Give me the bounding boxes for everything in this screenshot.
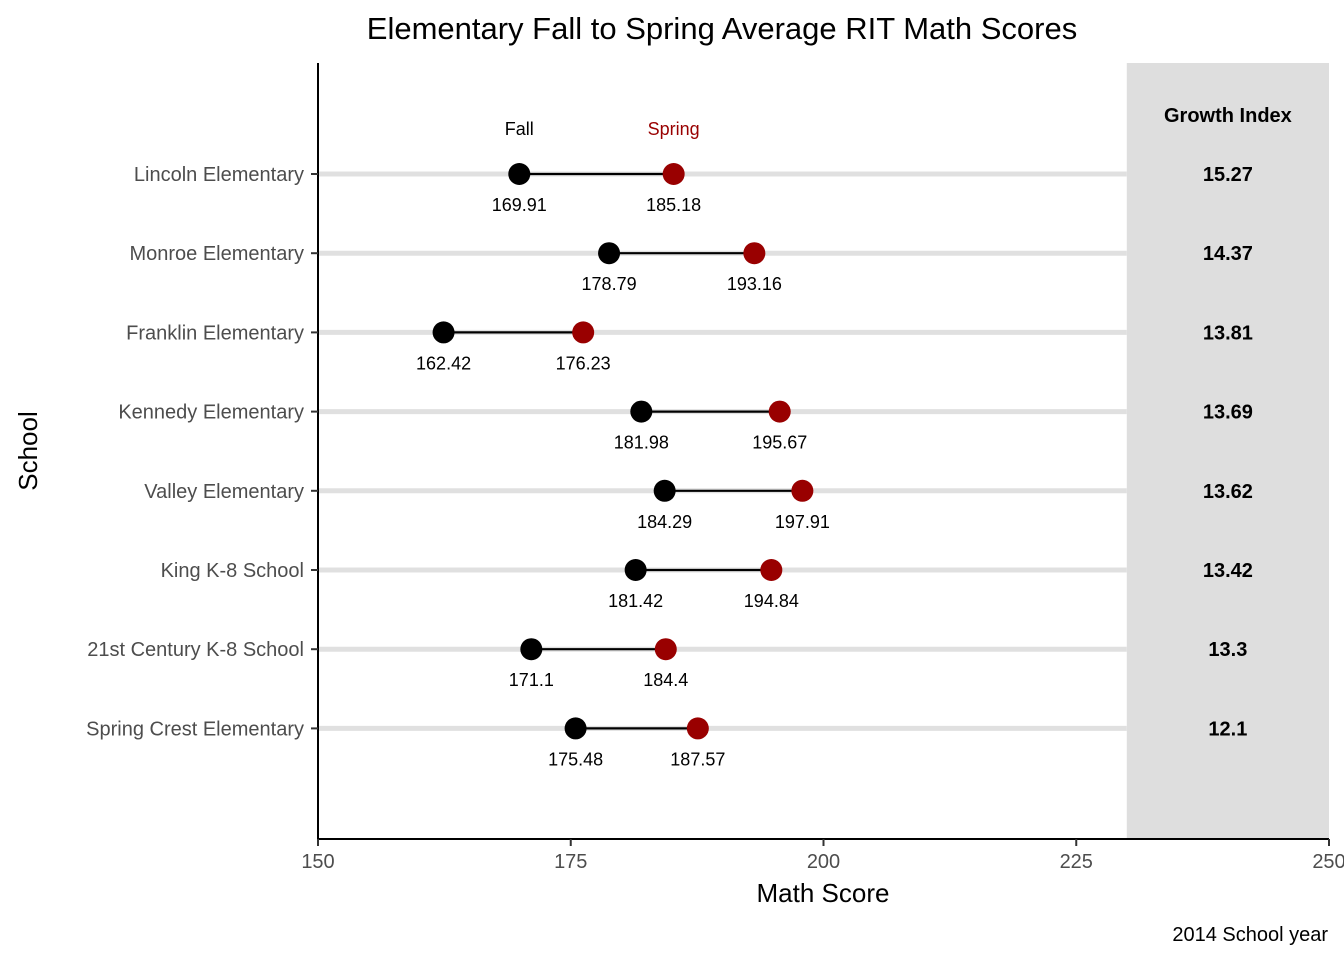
growth-index-value: 15.27 — [1203, 164, 1253, 186]
fall-value-label: 162.42 — [416, 353, 471, 373]
spring-value-label: 193.16 — [727, 274, 782, 294]
fall-value-label: 175.48 — [548, 749, 603, 769]
growth-index-value: 14.37 — [1203, 243, 1253, 265]
spring-point — [743, 242, 766, 265]
spring-point — [654, 638, 677, 661]
growth-index-value: 13.62 — [1203, 481, 1253, 503]
fall-point — [653, 479, 676, 502]
fall-point — [630, 400, 653, 423]
spring-point — [572, 321, 595, 344]
spring-point — [686, 717, 709, 740]
x-tick-label: 250 — [1312, 851, 1344, 873]
school-label: Franklin Elementary — [126, 322, 304, 344]
spring-value-label: 184.4 — [643, 670, 688, 690]
school-label: Lincoln Elementary — [134, 164, 304, 186]
x-tick-label: 175 — [554, 851, 587, 873]
growth-index-value: 13.81 — [1203, 322, 1253, 344]
x-tick-label: 225 — [1060, 851, 1093, 873]
school-label: Kennedy Elementary — [118, 402, 304, 424]
legend-spring-label: Spring — [648, 119, 700, 139]
school-label: King K-8 School — [161, 560, 304, 582]
growth-index-panel — [1126, 63, 1329, 839]
chart-title: Elementary Fall to Spring Average RIT Ma… — [367, 11, 1077, 46]
spring-point — [768, 400, 791, 423]
y-axis-label: School — [13, 411, 43, 491]
spring-point — [791, 479, 814, 502]
fall-point — [624, 559, 647, 581]
spring-value-label: 195.67 — [752, 433, 807, 453]
x-axis-label: Math Score — [757, 878, 890, 908]
spring-value-label: 176.23 — [556, 353, 611, 373]
spring-value-label: 185.18 — [646, 195, 701, 215]
spring-value-label: 197.91 — [775, 512, 830, 532]
fall-point — [432, 321, 455, 344]
school-label: Monroe Elementary — [129, 243, 304, 265]
growth-index-value: 13.69 — [1203, 402, 1253, 424]
x-tick-label: 150 — [301, 851, 334, 873]
fall-value-label: 184.29 — [637, 512, 692, 532]
spring-point — [662, 163, 685, 185]
fall-point — [598, 242, 621, 265]
school-label: Spring Crest Elementary — [86, 718, 304, 740]
legend-fall-label: Fall — [505, 119, 534, 139]
fall-point — [520, 638, 543, 661]
growth-index-header: Growth Index — [1164, 105, 1292, 127]
growth-index-value: 13.42 — [1203, 560, 1253, 582]
spring-value-label: 194.84 — [744, 591, 799, 611]
fall-value-label: 181.42 — [608, 591, 663, 611]
spring-point — [760, 559, 783, 581]
fall-value-label: 169.91 — [492, 195, 547, 215]
chart-caption: 2014 School year — [1172, 924, 1328, 946]
fall-point — [564, 717, 587, 740]
school-label: Valley Elementary — [144, 481, 304, 503]
growth-index-value: 12.1 — [1208, 718, 1247, 740]
x-tick-label: 200 — [807, 851, 840, 873]
fall-value-label: 178.79 — [582, 274, 637, 294]
growth-index-value: 13.3 — [1208, 639, 1247, 661]
fall-point — [508, 163, 531, 185]
school-label: 21st Century K-8 School — [87, 639, 304, 661]
fall-value-label: 181.98 — [614, 433, 669, 453]
spring-value-label: 187.57 — [670, 749, 725, 769]
fall-value-label: 171.1 — [509, 670, 554, 690]
